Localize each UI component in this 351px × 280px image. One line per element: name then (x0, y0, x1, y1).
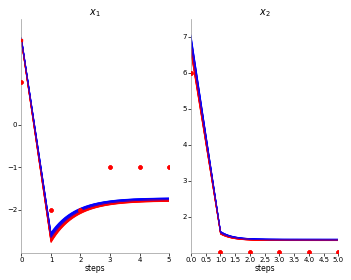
Title: $x_2$: $x_2$ (259, 7, 271, 19)
X-axis label: steps: steps (254, 264, 275, 273)
X-axis label: steps: steps (85, 264, 106, 273)
Title: $x_1$: $x_1$ (90, 7, 101, 19)
